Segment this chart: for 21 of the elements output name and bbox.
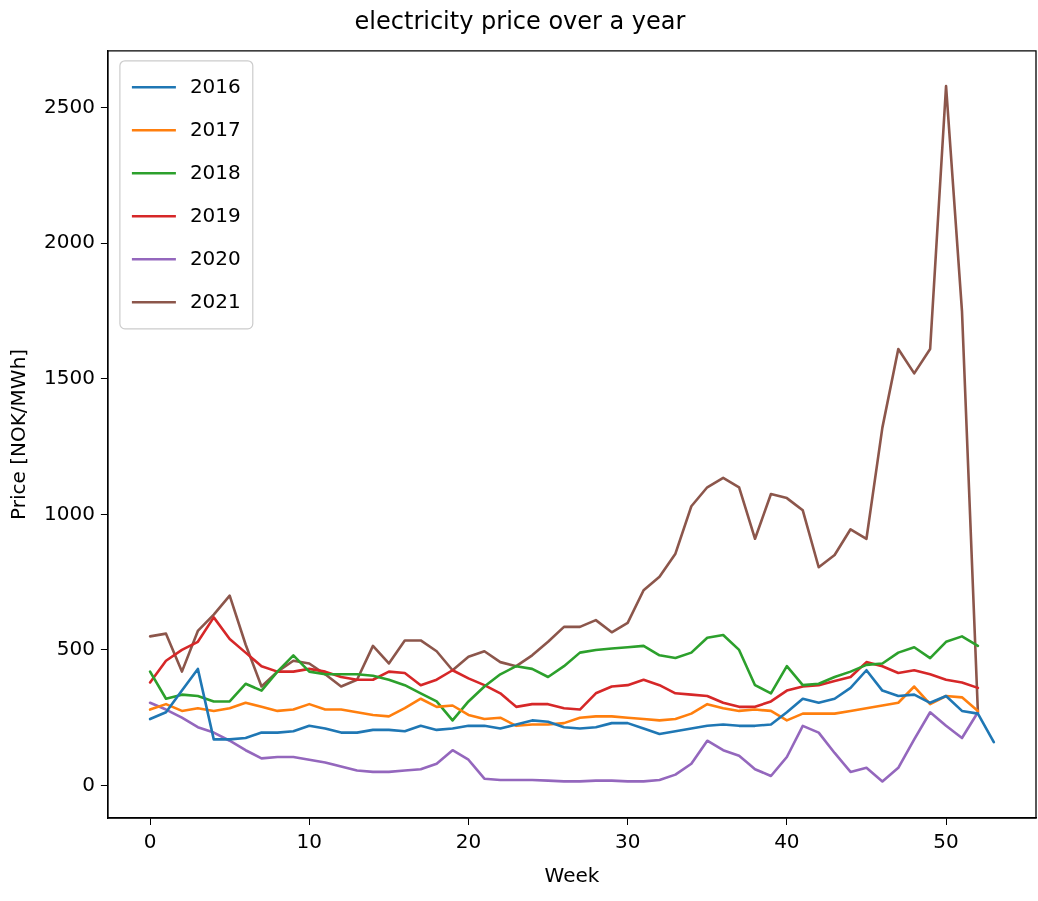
- y-tick-label: 2000: [43, 229, 95, 254]
- x-tick-label: 40: [774, 829, 800, 854]
- legend-label: 2019: [189, 202, 241, 227]
- y-tick-label: 500: [56, 636, 95, 661]
- y-tick-label: 1500: [43, 365, 95, 390]
- legend-label: 2020: [189, 245, 241, 270]
- x-tick-label: 0: [143, 829, 157, 854]
- legend-label: 2018: [189, 159, 241, 184]
- x-axis-title: Week: [544, 863, 600, 888]
- y-tick-label: 0: [82, 771, 95, 796]
- x-tick-label: 30: [614, 829, 641, 854]
- chart-title: electricity price over a year: [354, 6, 686, 35]
- y-axis-title: Price [NOK/MWh]: [6, 348, 31, 520]
- legend-label: 2016: [189, 73, 241, 98]
- x-tick-label: 20: [455, 829, 482, 854]
- y-tick-label: 1000: [43, 500, 95, 525]
- x-tick-label: 10: [296, 829, 323, 854]
- legend-label: 2021: [189, 288, 241, 313]
- x-tick-label: 50: [933, 829, 959, 854]
- y-tick-label: 2500: [43, 93, 95, 118]
- legend-label: 2017: [189, 116, 241, 141]
